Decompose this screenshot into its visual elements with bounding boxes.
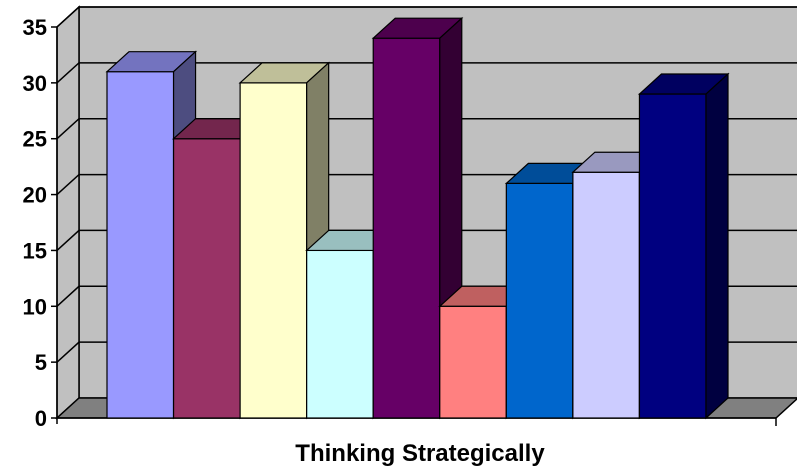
- bar-front: [172, 138, 241, 419]
- y-tick-label: 10: [23, 294, 47, 319]
- y-tick-label: 30: [23, 71, 47, 96]
- y-tick-label: 15: [23, 238, 47, 263]
- y-tick-labels: 0 5 10 15 20 25 30 35: [23, 15, 47, 431]
- bar-front: [306, 249, 374, 419]
- bar-front: [505, 182, 574, 419]
- bar-side: [705, 72, 729, 420]
- side-wall: [56, 5, 80, 420]
- bar-front: [106, 71, 175, 419]
- bar-front: [439, 305, 507, 419]
- bar-front: [572, 171, 641, 419]
- y-tick-label: 20: [23, 183, 47, 208]
- y-tick-label: 25: [23, 127, 47, 152]
- bar-front: [239, 82, 308, 419]
- x-axis-label: Thinking Strategically: [295, 440, 545, 467]
- gridline: [56, 62, 797, 84]
- y-tick-label: 5: [35, 350, 47, 375]
- bar-front: [372, 37, 441, 419]
- gridline: [56, 6, 797, 28]
- gridline: [56, 117, 797, 140]
- y-tick-label: 0: [35, 406, 47, 431]
- bars: [105, 16, 730, 420]
- bar: [637, 72, 730, 420]
- bar-front: [638, 93, 707, 419]
- y-tick-label: 35: [23, 15, 47, 40]
